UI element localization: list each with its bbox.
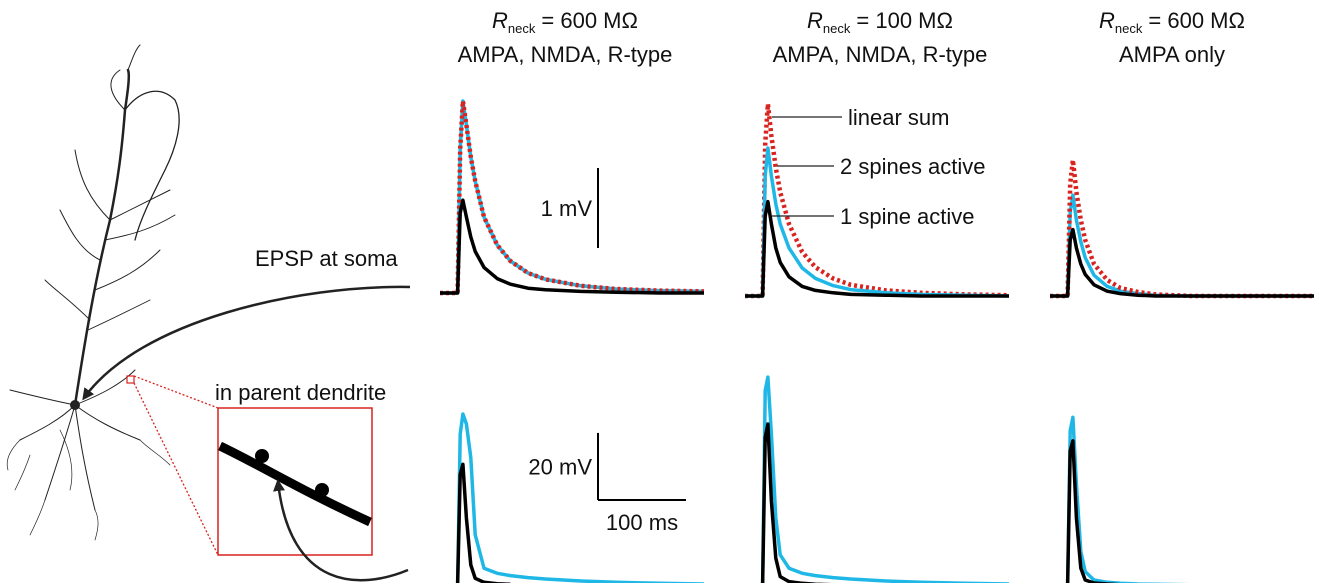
row-label: in parent dendrite (215, 380, 386, 405)
neuron-drawing (6, 44, 180, 541)
title-subscript: neck (823, 21, 851, 36)
trace (1050, 415, 1314, 587)
trace (745, 146, 1010, 298)
trace (440, 412, 705, 587)
trace (745, 375, 1010, 587)
scale-bar-label: 20 mV (528, 454, 592, 479)
chart-title: Rneck = 100 MΩ (807, 8, 953, 36)
series-label: 2 spines active (840, 154, 986, 179)
title-symbol: R (807, 8, 823, 33)
scale-bar-label: 1 mV (541, 196, 593, 221)
row-label: EPSP at soma (255, 246, 398, 271)
title-symbol: R (492, 8, 508, 33)
trace (440, 198, 704, 295)
trace (745, 101, 1010, 299)
scale-bar-label: 100 ms (606, 510, 678, 535)
chart-title: Rneck = 600 MΩ (1099, 8, 1245, 36)
series-label: linear sum (848, 105, 949, 130)
trace (1050, 227, 1314, 298)
series-label: 1 spine active (840, 204, 975, 229)
inset (82, 285, 411, 582)
chart-subtitle: AMPA, NMDA, R-type (458, 42, 673, 67)
title-symbol: R (1099, 8, 1115, 33)
title-subscript: neck (508, 21, 536, 36)
title-subscript: neck (1115, 21, 1143, 36)
trace (745, 199, 1009, 298)
chart-subtitle: AMPA only (1119, 42, 1225, 67)
chart-subtitle: AMPA, NMDA, R-type (773, 42, 988, 67)
trace (1050, 439, 1314, 587)
trace (440, 98, 705, 296)
title-value: = 600 MΩ (1148, 8, 1245, 33)
title-value: = 100 MΩ (856, 8, 953, 33)
title-value: = 600 MΩ (541, 8, 638, 33)
chart-title: Rneck = 600 MΩ (492, 8, 638, 36)
trace (1050, 157, 1314, 299)
